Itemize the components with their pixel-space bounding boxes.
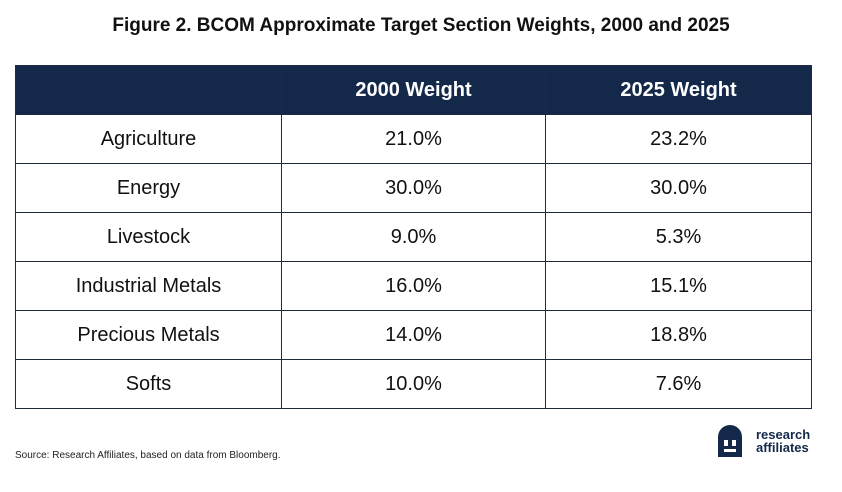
cell-2025-weight: 7.6% (545, 359, 812, 409)
brand-wordmark: research affiliates (756, 428, 810, 454)
brand-line-1: research (756, 427, 811, 442)
cell-2000-weight: 14.0% (281, 310, 546, 360)
cell-2025-weight: 23.2% (545, 114, 812, 164)
table-row: Softs 10.0% 7.6% (15, 359, 812, 409)
table-body: Agriculture 21.0% 23.2% Energy 30.0% 30.0% Liv… (15, 114, 812, 409)
cell-section: Energy (15, 163, 282, 213)
weights-table: 2000 Weight 2025 Weight Agriculture 21.0%… (15, 65, 812, 409)
cell-section: Softs (15, 359, 282, 409)
brand-logo: research affiliates (716, 423, 810, 459)
table-row: Agriculture 21.0% 23.2% (15, 114, 812, 164)
research-affiliates-logo-icon (718, 425, 742, 457)
header-2000-weight: 2000 Weight (281, 65, 546, 115)
table-row: Livestock 9.0% 5.3% (15, 212, 812, 262)
figure-title: Figure 2. BCOM Approximate Target Sectio… (112, 15, 730, 36)
cell-2000-weight: 16.0% (281, 261, 546, 311)
cell-section: Agriculture (15, 114, 282, 164)
table-row: Energy 30.0% 30.0% (15, 163, 812, 213)
cell-2000-weight: 30.0% (281, 163, 546, 213)
table-row: Industrial Metals 16.0% 15.1% (15, 261, 812, 311)
cell-2025-weight: 18.8% (545, 310, 812, 360)
cell-section: Livestock (15, 212, 282, 262)
cell-section: Industrial Metals (15, 261, 282, 311)
table-row: Precious Metals 14.0% 18.8% (15, 310, 812, 360)
cell-2000-weight: 9.0% (281, 212, 546, 262)
header-section (15, 65, 282, 115)
header-2025-weight: 2025 Weight (545, 65, 812, 115)
cell-2025-weight: 30.0% (545, 163, 812, 213)
cell-2025-weight: 15.1% (545, 261, 812, 311)
table-header-row: 2000 Weight 2025 Weight (15, 65, 812, 115)
cell-2025-weight: 5.3% (545, 212, 812, 262)
source-note: Source: Research Affiliates, based on da… (15, 450, 281, 461)
cell-section: Precious Metals (15, 310, 282, 360)
cell-2000-weight: 10.0% (281, 359, 546, 409)
brand-line-2: affiliates (756, 440, 809, 455)
cell-2000-weight: 21.0% (281, 114, 546, 164)
